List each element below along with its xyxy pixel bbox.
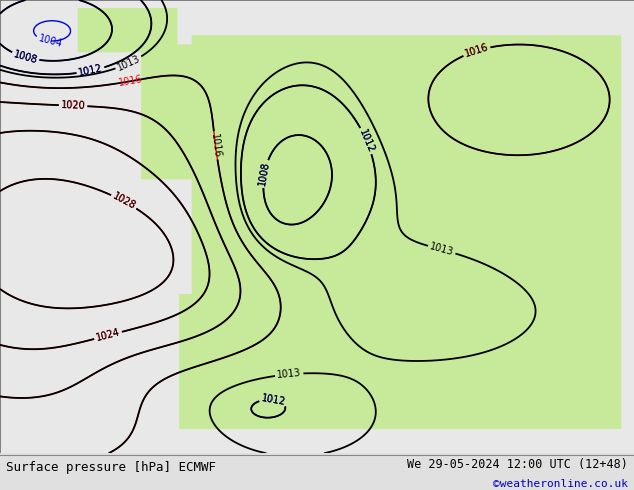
Text: 1028: 1028 (111, 191, 137, 212)
Text: 1012: 1012 (77, 63, 103, 78)
Text: 1013: 1013 (115, 53, 142, 73)
Text: 1024: 1024 (95, 327, 121, 343)
Text: 1013: 1013 (276, 368, 302, 380)
Text: 1012: 1012 (261, 392, 287, 407)
Text: 1008: 1008 (257, 161, 271, 187)
Text: 1024: 1024 (95, 327, 121, 343)
Text: 1008: 1008 (12, 49, 39, 65)
Text: 1012: 1012 (261, 392, 287, 407)
Text: 1008: 1008 (12, 49, 39, 65)
Text: 1012: 1012 (77, 63, 103, 78)
Text: 1004: 1004 (37, 33, 63, 49)
Text: 1016: 1016 (117, 74, 143, 88)
Text: 1016: 1016 (209, 133, 222, 158)
Text: Surface pressure [hPa] ECMWF: Surface pressure [hPa] ECMWF (6, 462, 216, 474)
Text: 1012: 1012 (357, 127, 376, 154)
Text: 1008: 1008 (257, 161, 271, 187)
Text: We 29-05-2024 12:00 UTC (12+48): We 29-05-2024 12:00 UTC (12+48) (407, 458, 628, 471)
Text: 1020: 1020 (61, 100, 86, 111)
Text: 1013: 1013 (429, 242, 455, 258)
Text: 1016: 1016 (463, 42, 490, 59)
Text: 1028: 1028 (111, 191, 137, 212)
Text: 1020: 1020 (61, 100, 86, 111)
Text: ©weatheronline.co.uk: ©weatheronline.co.uk (493, 480, 628, 490)
Text: 1012: 1012 (357, 127, 376, 154)
Text: 1016: 1016 (463, 42, 490, 59)
